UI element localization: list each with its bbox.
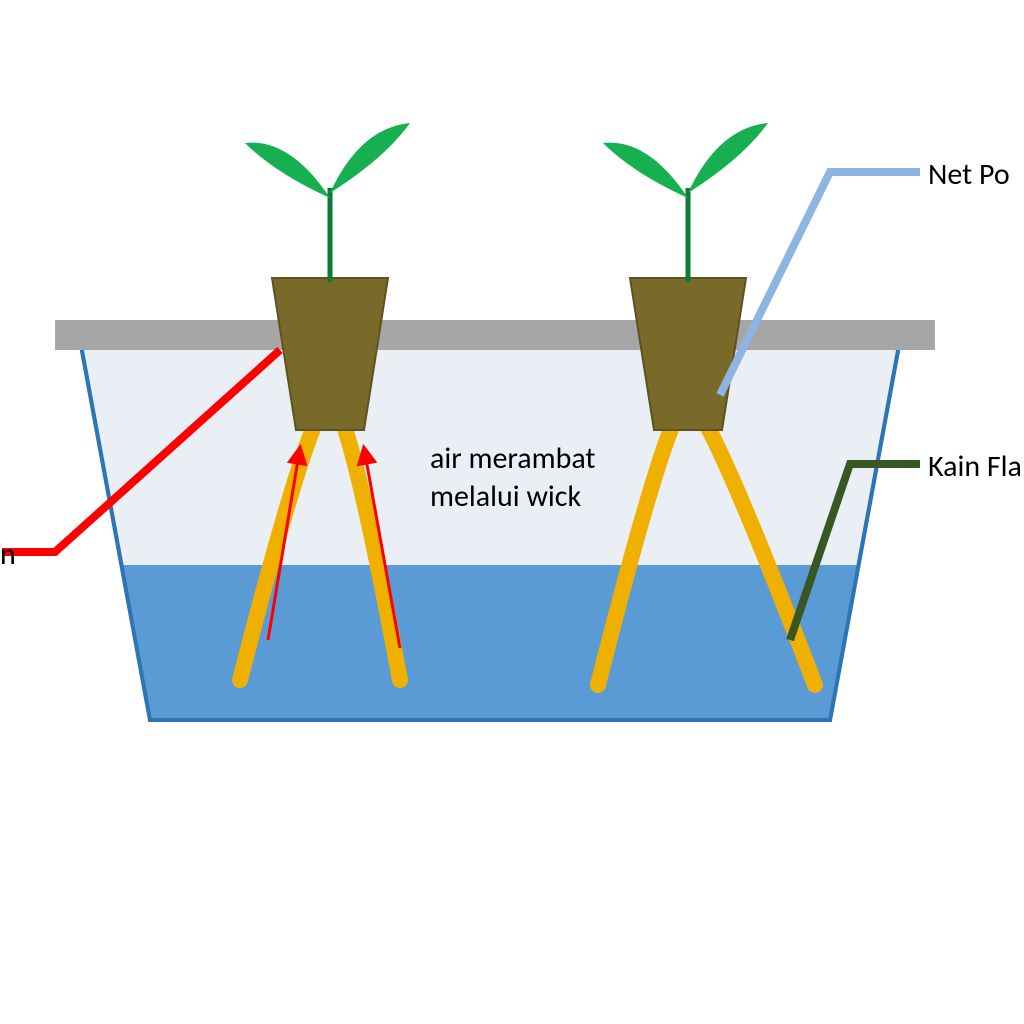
leaf-icon: [603, 143, 688, 198]
water: [121, 565, 858, 720]
wick-note-line1: air merambat: [430, 440, 595, 477]
leaf-icon: [330, 123, 410, 193]
wick-note-line2: melalui wick: [430, 478, 581, 515]
label-kain-fla: Kain Fla: [928, 448, 1022, 485]
lid: [55, 320, 935, 350]
leaf-icon: [688, 123, 768, 193]
leaf-icon: [245, 143, 330, 198]
label-left-cut: n: [0, 536, 16, 573]
label-net-pot: Net Po: [928, 156, 1010, 193]
